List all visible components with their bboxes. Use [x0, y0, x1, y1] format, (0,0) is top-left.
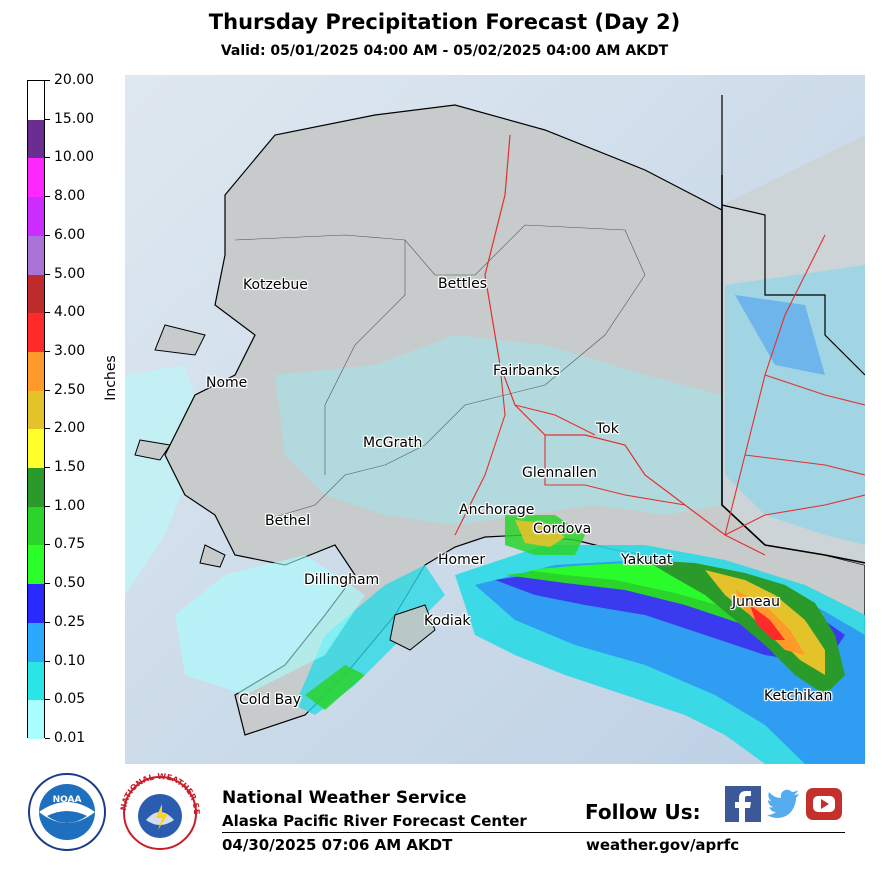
colorbar-tick: [45, 621, 50, 623]
canada-border: [721, 175, 865, 564]
colorbar-segment: [28, 119, 44, 159]
colorbar-tick-label: 0.10: [54, 652, 86, 669]
twitter-icon[interactable]: [765, 786, 801, 822]
colorbar-tick-label: 20.00: [54, 72, 95, 88]
colorbar-tick: [45, 544, 50, 546]
city-label: McGrath: [363, 435, 423, 451]
city-label: Tok: [596, 421, 619, 437]
colorbar-segment: [28, 622, 44, 663]
city-label: Anchorage: [459, 502, 535, 518]
colorbar-label: Inches: [103, 355, 119, 401]
city-label: Fairbanks: [493, 363, 560, 379]
colorbar-tick: [45, 273, 50, 275]
colorbar-segment: [28, 429, 44, 469]
colorbar-segment: [28, 661, 44, 701]
colorbar-tick: [45, 234, 50, 236]
precip-colorbar: [27, 80, 45, 740]
city-label: Bethel: [265, 513, 311, 529]
colorbar-tick-label: 6.00: [54, 226, 86, 243]
city-label: Cold Bay: [239, 692, 302, 708]
colorbar-tick-label: 0.25: [54, 613, 86, 630]
colorbar-segment: [28, 545, 44, 585]
colorbar-tick: [45, 157, 50, 159]
city-label: Cordova: [533, 521, 592, 537]
map-subtitle: Valid: 05/01/2025 04:00 AM - 05/02/2025 …: [220, 43, 669, 59]
footer-url[interactable]: weather.gov/aprfc: [586, 836, 740, 854]
colorbar-segment: [28, 197, 44, 237]
colorbar-tick: [45, 467, 50, 469]
colorbar-tick-label: 3.00: [54, 342, 86, 359]
colorbar-tick: [45, 196, 50, 198]
colorbar-tick-label: 5.00: [54, 265, 86, 282]
colorbar-segment: [28, 351, 44, 392]
colorbar-segment: [28, 468, 44, 508]
colorbar-segment: [28, 584, 44, 624]
colorbar-tick: [45, 505, 50, 507]
colorbar-tick: [45, 350, 50, 352]
colorbar-segment: [28, 274, 44, 314]
city-label: Nome: [206, 375, 248, 391]
colorbar-segment: [28, 506, 44, 546]
colorbar-tick-label: 15.00: [54, 110, 95, 127]
colorbar-tick-label: 8.00: [54, 188, 86, 205]
colorbar-tick: [45, 389, 50, 391]
colorbar-segment: [28, 158, 44, 198]
colorbar-tick-label: 1.00: [54, 497, 86, 514]
footer-org: National Weather Service: [222, 788, 467, 808]
map-graphic: [125, 75, 865, 764]
colorbar-tick-label: 10.00: [54, 149, 95, 166]
nws-logo: NATIONAL WEATHER SERVICE: [118, 768, 201, 850]
city-label: Juneau: [732, 594, 780, 610]
colorbar-segment: [28, 81, 44, 121]
alaska-map: Kotzebue Bettles Nome Fairbanks McGrath …: [125, 75, 865, 764]
noaa-logo: NOAA: [28, 773, 106, 851]
colorbar-tick: [45, 312, 50, 314]
colorbar-tick: [45, 583, 50, 585]
colorbar-tick-label: 2.00: [54, 420, 86, 437]
colorbar-segment: [28, 700, 44, 740]
colorbar-tick-label: 1.50: [54, 459, 86, 476]
city-label: Kotzebue: [243, 277, 308, 293]
map-title: Thursday Precipitation Forecast (Day 2): [208, 10, 681, 34]
road-network: [484, 134, 766, 556]
colorbar-tick-label: 2.50: [54, 381, 86, 398]
city-label: Ketchikan: [764, 688, 833, 704]
city-label: Yakutat: [621, 552, 673, 568]
facebook-icon[interactable]: [725, 786, 761, 822]
colorbar-tick: [45, 660, 50, 662]
colorbar-tick: [45, 428, 50, 430]
city-label: Bettles: [438, 276, 487, 292]
colorbar-tick: [45, 80, 50, 81]
city-label: Kodiak: [424, 613, 471, 629]
follow-us-label: Follow Us:: [585, 800, 701, 824]
city-label: Glennallen: [522, 465, 597, 481]
city-label: Dillingham: [304, 572, 380, 588]
colorbar-tick-label: 0.01: [54, 730, 86, 746]
colorbar-tick: [45, 738, 50, 739]
colorbar-tick: [45, 118, 50, 120]
city-label: Homer: [438, 552, 486, 568]
footer-rule: [222, 832, 845, 833]
colorbar-tick: [45, 699, 50, 701]
colorbar-tick-label: 0.50: [54, 575, 86, 592]
footer-center: Alaska Pacific River Forecast Center: [222, 812, 527, 830]
noaa-logo-text: NOAA: [53, 795, 82, 805]
colorbar-tick-label: 0.75: [54, 536, 86, 553]
colorbar-segment: [28, 390, 44, 430]
youtube-icon[interactable]: [806, 786, 842, 822]
colorbar-segment: [28, 235, 44, 276]
colorbar-tick-label: 4.00: [54, 304, 86, 321]
colorbar-segment: [28, 313, 44, 353]
footer-issued: 04/30/2025 07:06 AM AKDT: [222, 836, 453, 854]
colorbar-tick-label: 0.05: [54, 691, 86, 708]
